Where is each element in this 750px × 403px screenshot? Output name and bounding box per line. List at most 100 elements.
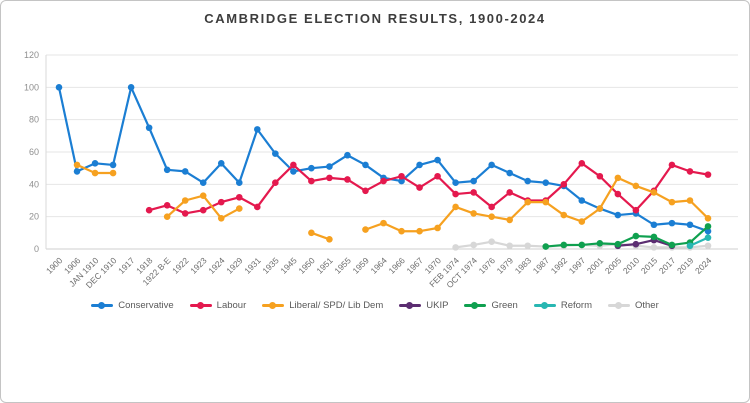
data-point-labour-1922-b-e: [163, 202, 171, 209]
legend-item-green[interactable]: Green: [464, 300, 518, 311]
legend-label-conservative: Conservative: [118, 300, 174, 311]
data-point-green-2005: [614, 240, 622, 248]
x-axis-tick: 1955: [332, 255, 353, 276]
data-point-conservative-1955: [344, 151, 351, 159]
data-point-liberal-spd-lib-dem-1967: [416, 227, 423, 235]
data-point-conservative-1983: [524, 177, 532, 185]
data-point-conservative-1931: [254, 126, 261, 133]
data-point-labour-2010: [632, 206, 640, 214]
data-point-liberal-spd-lib-dem-2024: [704, 214, 712, 222]
data-point-conservative-feb-1974: [452, 179, 459, 187]
data-point-conservative-1987: [542, 179, 550, 187]
data-point-conservative-1945: [290, 168, 297, 175]
data-point-conservative-1917: [127, 84, 135, 91]
data-point-green-1992: [560, 241, 568, 249]
x-axis-tick: 2010: [621, 255, 642, 276]
legend-marker-labour: [189, 302, 212, 309]
data-point-liberal-spd-lib-dem-1906: [73, 161, 81, 169]
data-point-liberal-spd-lib-dem-feb-1974: [452, 203, 459, 211]
x-axis-tick: 1945: [278, 255, 299, 276]
data-point-labour-1992: [560, 181, 568, 188]
data-point-labour-2019: [686, 168, 694, 175]
legend-label-other: Other: [635, 300, 659, 311]
data-point-labour-1970: [434, 172, 441, 180]
legend-label-reform: Reform: [560, 300, 592, 311]
data-point-liberal-spd-lib-dem-dec-1910: [109, 169, 117, 177]
legend-item-ukip[interactable]: UKIP: [399, 300, 448, 311]
data-point-conservative-1924: [217, 160, 225, 167]
x-axis-tick: 1959: [350, 255, 371, 276]
data-point-labour-1935: [272, 179, 279, 187]
data-point-labour-1967: [416, 184, 423, 191]
data-point-conservative-1976: [488, 161, 495, 169]
y-axis-tick-0: 0: [34, 244, 39, 254]
legend-marker-liberal-spd-lib-dem: [262, 302, 285, 309]
data-point-liberal-spd-lib-dem-1922: [181, 197, 189, 204]
x-axis-tick: 2001: [585, 255, 606, 276]
legend-item-liberal-spd-lib-dem[interactable]: Liberal/ SPD/ Lib Dem: [262, 300, 383, 311]
data-point-labour-1979: [506, 189, 513, 196]
legend-item-other[interactable]: Other: [608, 300, 659, 311]
x-axis-tick: 1966: [386, 255, 407, 276]
data-point-liberal-spd-lib-dem-1987: [542, 198, 550, 206]
data-point-green-2010: [632, 232, 640, 240]
series-line-labour: [148, 162, 710, 215]
data-point-green-2015: [650, 233, 658, 241]
data-point-labour-1945: [290, 161, 297, 169]
x-axis-tick: 1951: [314, 255, 335, 276]
data-point-labour-1955: [344, 176, 351, 183]
data-point-conservative-2024: [704, 227, 712, 235]
data-point-labour-2001: [596, 172, 604, 180]
data-point-liberal-spd-lib-dem-1983: [524, 198, 532, 206]
x-axis-tick: 2019: [675, 255, 696, 276]
data-point-conservative-dec-1910: [109, 161, 117, 169]
data-point-labour-2005: [614, 190, 622, 198]
data-point-liberal-spd-lib-dem-1922-b-e: [163, 213, 171, 220]
legend-label-green: Green: [491, 300, 518, 311]
data-point-liberal-spd-lib-dem-2010: [632, 182, 640, 190]
x-axis-tick: 1992: [549, 255, 570, 276]
data-point-liberal-spd-lib-dem-1970: [434, 224, 441, 232]
data-point-other-2024: [704, 242, 712, 250]
data-point-liberal-spd-lib-dem-2019: [686, 197, 694, 204]
data-point-liberal-spd-lib-dem-1966: [398, 227, 405, 235]
data-point-conservative-1979: [506, 169, 513, 177]
data-point-other-feb-1974: [452, 244, 459, 251]
data-point-conservative-1929: [235, 179, 243, 187]
data-point-liberal-spd-lib-dem-1992: [560, 211, 568, 219]
y-axis-tick-60: 60: [29, 147, 39, 157]
data-point-labour-1922: [181, 210, 189, 217]
data-point-conservative-1997: [578, 197, 586, 204]
data-point-labour-1929: [235, 193, 243, 201]
data-point-conservative-1967: [416, 161, 423, 169]
x-axis-tick: 1900: [44, 255, 65, 276]
chart-legend: Conservative Labour Liberal/ SPD/ Lib Dem U…: [1, 300, 749, 311]
x-axis-tick: 1922: [170, 255, 191, 276]
data-point-green-1987: [542, 243, 550, 250]
data-point-liberal-spd-lib-dem-1964: [380, 219, 387, 227]
x-axis-tick: 2024: [693, 255, 714, 276]
legend-item-reform[interactable]: Reform: [533, 300, 592, 311]
legend-item-labour[interactable]: Labour: [189, 300, 246, 311]
data-point-labour-1959: [362, 187, 369, 195]
x-axis-tick: 1997: [567, 255, 588, 276]
x-axis-tick: 1917: [116, 255, 137, 276]
x-axis-tick: 1935: [260, 255, 281, 276]
x-axis-tick: 1931: [242, 255, 263, 276]
data-point-green-2024: [704, 223, 712, 230]
data-point-liberal-spd-lib-dem-1997: [578, 218, 586, 225]
data-point-conservative-oct-1974: [470, 177, 477, 185]
y-axis-tick-120: 120: [24, 50, 39, 60]
legend-item-conservative[interactable]: Conservative: [91, 300, 174, 311]
data-point-labour-2024: [704, 171, 712, 178]
data-point-conservative-1935: [272, 150, 279, 157]
x-axis-tick: 2015: [639, 255, 660, 276]
data-point-conservative-1959: [362, 161, 369, 169]
data-point-liberal-spd-lib-dem-1976: [488, 213, 495, 220]
data-point-other-1983: [524, 242, 532, 250]
data-point-labour-1966: [398, 172, 405, 180]
x-axis-tick: 1976: [477, 255, 498, 276]
x-axis-tick: 1964: [368, 255, 389, 276]
y-axis-tick-20: 20: [29, 212, 39, 222]
x-axis-tick: 2017: [657, 255, 678, 276]
